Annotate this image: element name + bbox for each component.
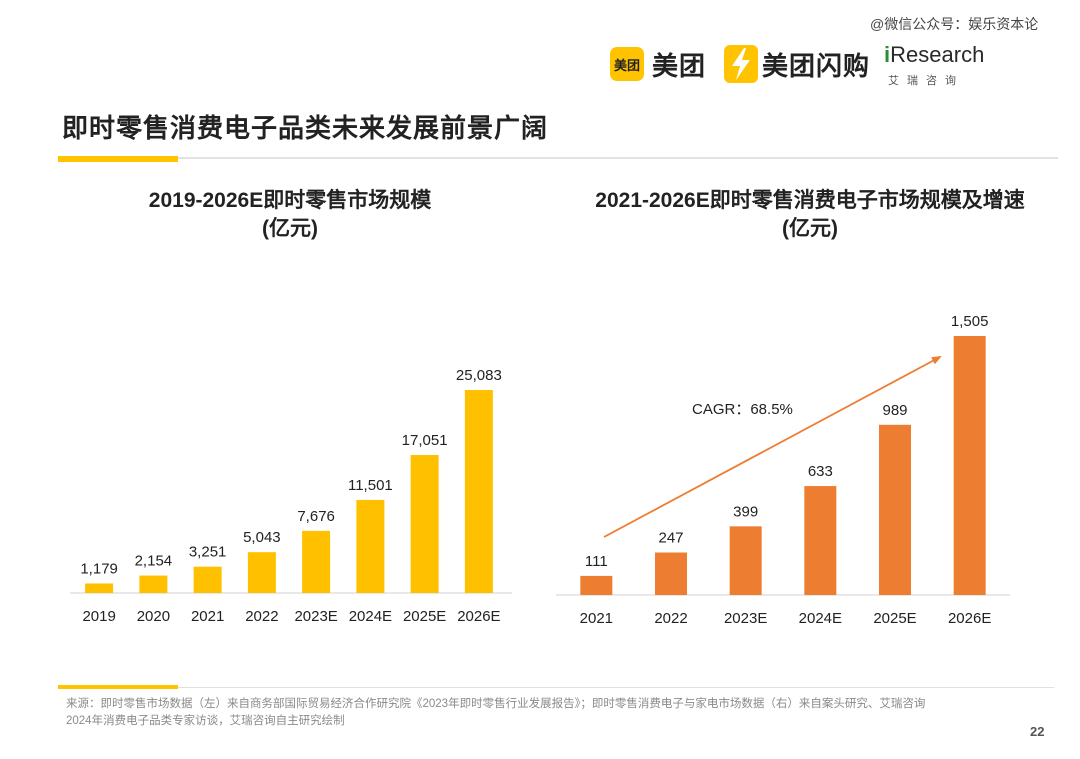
right-chart-bar	[729, 526, 762, 595]
right-chart-bar	[804, 486, 837, 595]
iresearch-i: i	[884, 42, 891, 67]
left-chart-bar	[356, 499, 385, 593]
left-chart-data-label: 7,676	[297, 508, 335, 525]
right-chart-data-label: 399	[733, 503, 758, 520]
iresearch-logo-text: iResearch	[884, 42, 984, 68]
watermark: @微信公众号：娱乐资本论	[870, 16, 1039, 32]
right-chart-tick-label: 2022	[654, 610, 687, 627]
right-chart-tick-label: 2024E	[799, 610, 842, 627]
left-chart-data-label: 11,501	[348, 477, 393, 494]
left-chart-data-label: 3,251	[189, 544, 227, 561]
meituan-flash-logo-text: 美团闪购	[762, 50, 871, 81]
left-chart-data-label: 1,179	[80, 560, 118, 577]
left-chart-bar	[464, 390, 493, 593]
lightning-bolt-icon	[724, 45, 759, 83]
iresearch-subtitle: 艾瑞咨询	[888, 75, 965, 87]
left-chart-tick-label: 2023E	[294, 608, 337, 625]
right-chart-title: 2021-2026E即时零售消费电子市场规模及增速 (亿元)	[550, 187, 1070, 243]
right-chart-data-label: 1,505	[951, 313, 989, 330]
right-chart-bar	[655, 552, 687, 595]
left-chart-tick-label: 2021	[191, 608, 224, 625]
left-chart-tick-label: 2019	[82, 608, 115, 625]
left-chart-data-label: 25,083	[456, 367, 502, 384]
right-chart-bar	[879, 424, 911, 595]
left-chart-bar	[85, 583, 114, 593]
left-chart-bar	[247, 552, 276, 593]
right-chart-bar	[580, 575, 613, 595]
right-chart-tick-label: 2021	[580, 610, 613, 627]
left-chart-bar	[302, 530, 331, 593]
right-chart-title-main: 2021-2026E即时零售消费电子市场规模及增速	[595, 189, 1025, 212]
left-chart-bar	[193, 566, 222, 593]
page-title: 即时零售消费电子品类未来发展前景广阔	[62, 113, 549, 143]
cagr-annotation: CAGR：68.5%	[692, 401, 793, 418]
right-chart-bar	[953, 336, 986, 595]
left-chart-title-main: 2019-2026E即时零售市场规模	[148, 189, 432, 212]
page-number: 22	[1030, 724, 1045, 739]
left-chart-bar	[139, 575, 168, 593]
left-chart-title: 2019-2026E即时零售市场规模 (亿元)	[40, 187, 540, 243]
source-line-2: 2024年消费电子品类专家访谈，艾瑞咨询自主研究绘制	[66, 715, 345, 727]
logo-row: 美团 美团 美团闪购 iResearch 艾瑞咨询	[610, 42, 1004, 87]
source-note: 来源：即时零售市场数据（左）来自商务部国际贸易经济合作研究院《2023年即时零售…	[66, 696, 1026, 730]
cagr-trend-arrow	[603, 356, 942, 538]
right-chart-tick-label: 2023E	[724, 610, 767, 627]
right-chart-data-label: 247	[658, 529, 683, 546]
meituan-logo-icon: 美团	[610, 47, 644, 81]
left-chart-tick-label: 2025E	[403, 608, 446, 625]
iresearch-logo: iResearch 艾瑞咨询	[884, 42, 1004, 87]
right-chart-title-unit: (亿元)	[782, 217, 838, 240]
source-line-1: 来源：即时零售市场数据（左）来自商务部国际贸易经济合作研究院《2023年即时零售…	[66, 698, 926, 710]
left-chart-data-label: 5,043	[243, 529, 281, 546]
footer-divider	[58, 687, 1054, 688]
right-chart-data-label: 111	[585, 553, 608, 570]
left-chart-tick-label: 2020	[137, 608, 170, 625]
left-chart-tick-label: 2022	[245, 608, 278, 625]
footer-accent-bar	[58, 685, 178, 689]
left-chart-data-label: 17,051	[402, 432, 448, 449]
left-chart-tick-label: 2024E	[349, 608, 392, 625]
right-chart-data-label: 633	[808, 463, 833, 480]
right-chart-data-label: 989	[882, 402, 907, 419]
iresearch-rest: Research	[890, 42, 985, 67]
left-chart-bar	[410, 455, 439, 593]
title-divider	[58, 157, 1058, 159]
left-chart-data-label: 2,154	[135, 553, 173, 570]
left-chart-title-unit: (亿元)	[262, 217, 318, 240]
right-chart-tick-label: 2025E	[873, 610, 916, 627]
left-chart-tick-label: 2026E	[457, 608, 500, 625]
meituan-logo-text: 美团	[652, 50, 707, 81]
right-chart-tick-label: 2026E	[948, 610, 991, 627]
title-accent-bar	[58, 156, 178, 162]
